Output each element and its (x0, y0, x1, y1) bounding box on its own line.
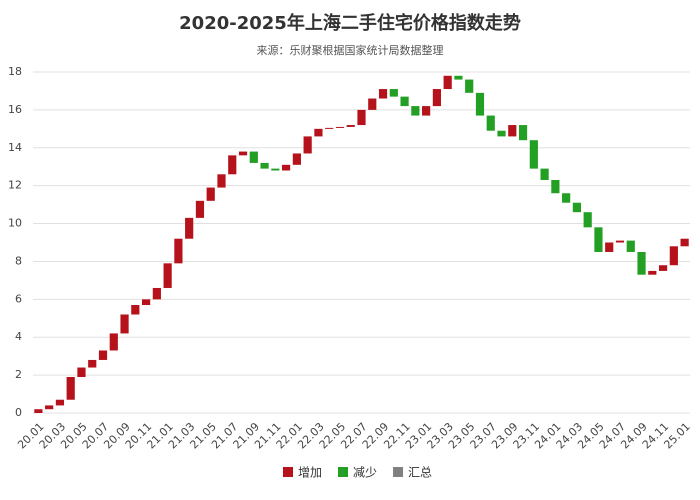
bar (378, 89, 388, 99)
bar (583, 212, 592, 228)
y-tick-label: 4 (15, 330, 22, 343)
bar (346, 125, 355, 127)
bar (98, 350, 108, 360)
bar (422, 106, 431, 116)
bar (443, 75, 452, 90)
bar (680, 238, 689, 247)
bar (572, 202, 582, 213)
y-tick-label: 2 (15, 368, 22, 381)
bar (368, 98, 377, 110)
bar (432, 89, 441, 107)
bar (508, 125, 517, 137)
bar (120, 314, 129, 334)
bar (486, 115, 495, 131)
bar (34, 409, 43, 413)
y-tick-label: 6 (15, 292, 22, 305)
bar (88, 359, 97, 368)
bar (249, 151, 258, 163)
bar (626, 240, 635, 252)
bar (529, 140, 538, 169)
bar (411, 106, 420, 116)
bar (271, 168, 280, 171)
y-tick-label: 16 (8, 103, 22, 116)
y-tick-label: 0 (15, 406, 22, 419)
legend-label: 汇总 (408, 466, 432, 480)
y-tick-label: 18 (8, 65, 22, 78)
bar (131, 305, 140, 315)
legend-swatch (338, 467, 349, 477)
bar (497, 130, 506, 137)
bar (152, 287, 161, 300)
bar (325, 127, 334, 129)
bar (605, 242, 614, 252)
bar (109, 333, 118, 351)
bar (260, 162, 269, 169)
bar (335, 126, 345, 128)
y-tick-label: 12 (8, 179, 22, 192)
y-tick-label: 14 (8, 141, 22, 154)
bar (303, 136, 312, 154)
bar (66, 377, 75, 400)
legend-swatch (393, 467, 404, 477)
bar (637, 251, 646, 275)
bar (77, 367, 86, 378)
bar (540, 168, 549, 180)
bar (562, 193, 571, 203)
bar (55, 399, 65, 406)
bar (400, 96, 409, 107)
bar (594, 227, 603, 252)
bar (314, 128, 323, 137)
bar (292, 153, 301, 165)
bar (669, 246, 678, 266)
legend-label: 增加 (298, 466, 322, 480)
legend-label: 减少 (353, 466, 377, 480)
bar (357, 109, 366, 126)
bar (217, 174, 226, 188)
bar (518, 125, 528, 141)
bar (551, 179, 560, 194)
bar (475, 92, 485, 116)
y-tick-label: 10 (8, 217, 22, 230)
bar (174, 238, 183, 264)
bar (45, 405, 54, 410)
bar (195, 200, 205, 218)
bar (141, 299, 151, 306)
bar (238, 151, 248, 156)
bar (163, 263, 172, 288)
chart-subtitle: 来源：乐财聚根据国家统计局数据整理 (257, 43, 444, 57)
bar (615, 240, 625, 243)
bar (658, 265, 668, 271)
legend-swatch (283, 467, 293, 477)
bar (206, 187, 215, 201)
y-tick-label: 8 (15, 254, 22, 267)
chart-title: 2020-2025年上海二手住宅价格指数走势 (179, 12, 521, 34)
bar (454, 75, 463, 80)
bar (228, 155, 237, 175)
bar (282, 164, 291, 171)
bar (185, 217, 194, 239)
bar (465, 79, 474, 93)
bar (389, 89, 398, 97)
bar (648, 270, 657, 275)
